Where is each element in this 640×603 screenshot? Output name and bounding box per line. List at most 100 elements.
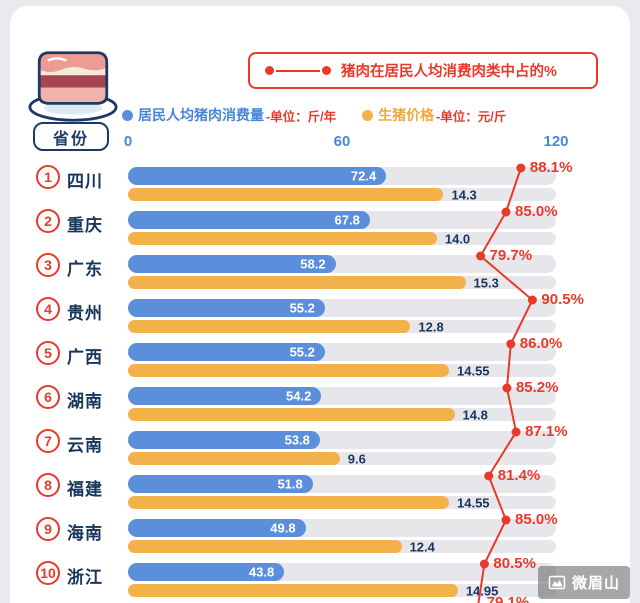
- rank-badge: 6: [36, 385, 60, 409]
- province-row: 4 贵州 55.2 12.8: [10, 290, 630, 334]
- consumption-bar: 53.8: [128, 431, 320, 449]
- price-bar-track: 14.55: [128, 363, 556, 378]
- rank-badge: 3: [36, 253, 60, 277]
- rank-badge: 8: [36, 473, 60, 497]
- rank-badge: 5: [36, 341, 60, 365]
- consumption-bar-track: 53.8: [128, 431, 556, 449]
- price-bar-track: 14.95: [128, 583, 556, 598]
- x-axis-tick: 60: [333, 133, 351, 150]
- percent-label: 87.1%: [525, 423, 568, 440]
- consumption-bar: 55.2: [128, 343, 325, 361]
- province-row: 2 重庆 67.8 14.0: [10, 202, 630, 246]
- province-name: 浙江: [67, 568, 103, 587]
- consumption-bar: 58.2: [128, 255, 336, 273]
- percent-label: 88.1%: [529, 159, 573, 176]
- series-legend: 居民人均猪肉消费量 -单位：斤/年 生猪价格 -单位：元/斤: [122, 106, 506, 124]
- watermark: 微眉山: [538, 566, 630, 599]
- consumption-bar-track: 54.2: [128, 387, 556, 405]
- province-name: 四川: [67, 172, 103, 191]
- province-row: 7 云南 53.8 9.6: [10, 422, 630, 466]
- price-bar: [128, 320, 411, 333]
- percent-label: 79.7%: [489, 247, 533, 264]
- rank-badge: 9: [36, 517, 60, 541]
- mountain-logo-icon: [548, 575, 566, 589]
- consumption-legend-label: 居民人均猪肉消费量: [138, 107, 264, 123]
- province-row: 5 广西 55.2 14.55: [10, 334, 630, 378]
- price-bar-track: 14.3: [128, 187, 556, 202]
- province-row: 6 湖南 54.2 14.8: [10, 378, 630, 422]
- x-axis: 0 60 120: [10, 133, 630, 153]
- price-bar-track: 15.3: [128, 275, 556, 290]
- consumption-bar: 72.4: [128, 167, 387, 185]
- percent-label: 85.2%: [515, 379, 559, 396]
- price-bar-track: 9.6: [128, 451, 556, 466]
- percent-label-overflow: 79.1%: [486, 594, 530, 603]
- percent-label: 80.5%: [493, 555, 536, 572]
- consumption-bar-track: 55.2: [128, 299, 556, 317]
- consumption-value: 54.2: [286, 388, 312, 404]
- price-bar-track: 12.8: [128, 319, 556, 334]
- consumption-value: 49.8: [270, 520, 296, 536]
- consumption-value: 51.8: [277, 476, 303, 492]
- consumption-bar: 55.2: [128, 299, 325, 317]
- price-bar: [128, 584, 458, 597]
- percent-legend-dot-icon: [265, 66, 274, 75]
- price-value: 14.0: [444, 231, 471, 246]
- province-column-header: 省份: [33, 122, 109, 151]
- province-name: 福建: [67, 480, 103, 499]
- consumption-bar: 54.2: [128, 387, 322, 405]
- price-value: 14.55: [457, 363, 490, 378]
- x-axis-tick: 0: [123, 133, 133, 150]
- province-row: 1 四川 72.4 14.3: [10, 158, 630, 202]
- chart-card: 猪肉在居民人均消费肉类中占的% 居民人均猪肉消费量 -单位：斤/年 生猪价格 -…: [10, 6, 630, 603]
- percent-label: 81.4%: [497, 467, 541, 484]
- price-bar-track: 14.55: [128, 495, 556, 510]
- consumption-bar-track: 55.2: [128, 343, 556, 361]
- province-name: 贵州: [67, 304, 103, 323]
- price-value: 15.3: [473, 275, 499, 290]
- price-bar: [128, 452, 340, 465]
- consumption-bar-track: 51.8: [128, 475, 556, 493]
- consumption-bar: 67.8: [128, 211, 370, 229]
- consumption-bar-track: 58.2: [128, 255, 556, 273]
- consumption-value: 67.8: [334, 212, 360, 228]
- consumption-bar-track: 67.8: [128, 211, 556, 229]
- province-name: 云南: [67, 436, 103, 455]
- consumption-bar: 49.8: [128, 519, 306, 537]
- price-bar-track: 12.4: [128, 539, 556, 554]
- consumption-value: 58.2: [300, 256, 326, 272]
- price-bar: [128, 276, 466, 289]
- province-row: 10 浙江 43.8 14.95: [10, 554, 630, 598]
- rank-badge: 10: [36, 561, 60, 585]
- province-name: 广西: [67, 348, 103, 367]
- province-row: 9 海南 49.8 12.4: [10, 510, 630, 554]
- consumption-value: 43.8: [248, 564, 275, 580]
- price-bar: [128, 408, 455, 421]
- province-row: 3 广东 58.2 15.3: [10, 246, 630, 290]
- consumption-bar-track: 72.4: [128, 167, 556, 185]
- watermark-text: 微眉山: [572, 575, 621, 592]
- rank-badge: 4: [36, 297, 60, 321]
- pork-dish-illustration: [26, 34, 120, 124]
- consumption-value: 72.4: [350, 168, 377, 184]
- consumption-bar-track: 43.8: [128, 563, 556, 581]
- price-value: 14.3: [451, 187, 477, 202]
- price-value: 14.55: [457, 495, 490, 510]
- rank-badge: 2: [36, 209, 60, 233]
- price-legend-label: 生猪价格: [378, 107, 435, 123]
- consumption-value: 55.2: [289, 300, 315, 316]
- rank-badge: 7: [36, 429, 60, 453]
- percent-label: 85.0%: [515, 511, 558, 528]
- consumption-bar: 51.8: [128, 475, 313, 493]
- rank-badge: 1: [36, 165, 60, 189]
- percent-legend-box: 猪肉在居民人均消费肉类中占的%: [248, 52, 598, 89]
- province-name: 重庆: [67, 216, 103, 235]
- percent-label: 86.0%: [519, 335, 563, 352]
- province-name: 广东: [67, 260, 103, 279]
- consumption-bar-track: 49.8: [128, 519, 556, 537]
- price-unit-label: -单位：元/斤: [436, 109, 507, 124]
- price-bar: [128, 364, 449, 377]
- price-value: 12.8: [418, 319, 444, 334]
- price-bar: [128, 540, 402, 553]
